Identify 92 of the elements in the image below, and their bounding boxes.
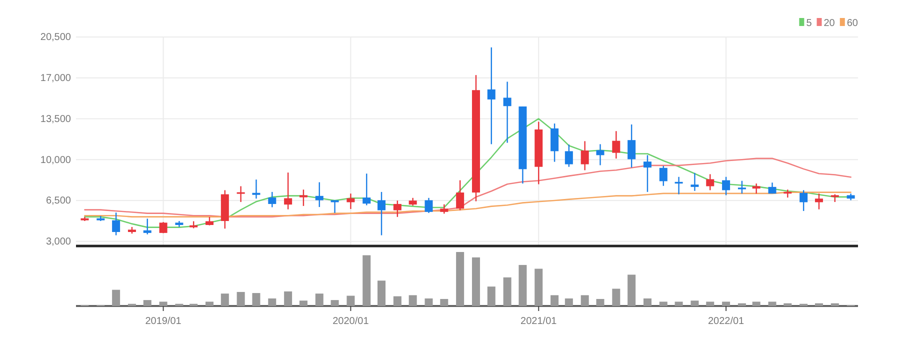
bar xyxy=(472,257,480,306)
bar xyxy=(612,288,620,306)
candlestick xyxy=(112,212,120,236)
bar xyxy=(143,300,152,306)
candlestick xyxy=(268,191,276,208)
bar xyxy=(674,302,683,306)
bar xyxy=(346,296,355,306)
bar xyxy=(814,303,823,306)
bar xyxy=(659,302,668,306)
candlestick xyxy=(564,144,573,168)
y-tick-label: 3,000 xyxy=(46,236,72,248)
candlestick xyxy=(487,46,496,145)
x-tick-label: 2019/01 xyxy=(145,316,182,328)
bar xyxy=(518,264,527,306)
legend-label: 60 xyxy=(846,18,858,29)
candlestick xyxy=(580,140,589,171)
y-tick-label: 10,000 xyxy=(40,154,72,166)
bar xyxy=(424,298,433,306)
bar xyxy=(220,294,229,306)
candlestick xyxy=(612,130,620,160)
candlestick xyxy=(440,204,448,214)
bar xyxy=(580,295,589,306)
candlestick xyxy=(659,165,668,186)
bar xyxy=(112,290,120,306)
bar xyxy=(408,295,417,306)
x-tick-label: 2020/01 xyxy=(332,316,370,328)
candlestick xyxy=(424,197,433,214)
candlestick xyxy=(784,189,792,198)
bar xyxy=(206,302,214,306)
bar xyxy=(596,298,604,306)
bar xyxy=(534,268,543,306)
candlestick xyxy=(143,218,152,235)
bar xyxy=(784,303,792,306)
candlestick xyxy=(252,178,260,200)
x-tick-label: 2021/01 xyxy=(520,316,558,328)
candlestick xyxy=(299,189,308,207)
y-tick-label: 6,500 xyxy=(46,196,72,207)
x-tick-label: 2022/01 xyxy=(708,316,745,328)
candlestick xyxy=(315,182,324,208)
bar xyxy=(252,293,260,306)
candlestick xyxy=(722,176,730,196)
bar xyxy=(643,298,652,306)
bar xyxy=(440,298,448,306)
bar xyxy=(159,302,168,306)
bar xyxy=(706,302,714,306)
candlestick xyxy=(596,144,604,166)
bar xyxy=(362,255,371,306)
bar xyxy=(393,296,402,306)
bar xyxy=(550,295,559,306)
candlestick xyxy=(346,192,355,210)
y-tick-label: 13,500 xyxy=(40,114,72,125)
candlestick xyxy=(674,176,683,195)
candlestick xyxy=(814,192,823,210)
candlestick xyxy=(706,174,714,191)
bar xyxy=(268,298,276,306)
candlestick xyxy=(378,191,386,236)
legend-label: 20 xyxy=(824,18,836,29)
bar xyxy=(752,302,760,306)
bar xyxy=(378,280,386,306)
candlestick xyxy=(738,180,746,194)
bar xyxy=(738,303,746,306)
candlestick xyxy=(643,154,652,193)
y-tick-label: 17,000 xyxy=(40,73,72,84)
bar xyxy=(690,300,699,306)
bar xyxy=(236,292,245,306)
legend-label: 5 xyxy=(806,18,812,29)
candlestick xyxy=(752,182,760,194)
candlestick xyxy=(456,180,464,211)
bar xyxy=(315,294,324,306)
candlestick xyxy=(800,190,808,212)
bar xyxy=(456,252,464,306)
bar xyxy=(830,303,839,306)
bar xyxy=(722,302,730,306)
bar xyxy=(768,302,776,306)
bar xyxy=(284,291,292,306)
candlestick xyxy=(284,172,292,210)
candlestick xyxy=(550,122,559,162)
candlestick xyxy=(690,172,699,192)
candlestick xyxy=(330,200,339,214)
candlestick xyxy=(362,173,371,206)
candlestick xyxy=(236,186,245,203)
bar xyxy=(487,286,496,306)
bar xyxy=(503,277,512,306)
candlestick xyxy=(393,200,402,218)
bar xyxy=(299,300,308,306)
bar xyxy=(330,300,339,306)
y-tick-label: 20,500 xyxy=(40,32,72,44)
bar xyxy=(628,274,636,306)
bar xyxy=(564,298,573,306)
line-series xyxy=(84,158,852,218)
candlestick xyxy=(628,124,636,168)
candlestick xyxy=(503,81,512,144)
